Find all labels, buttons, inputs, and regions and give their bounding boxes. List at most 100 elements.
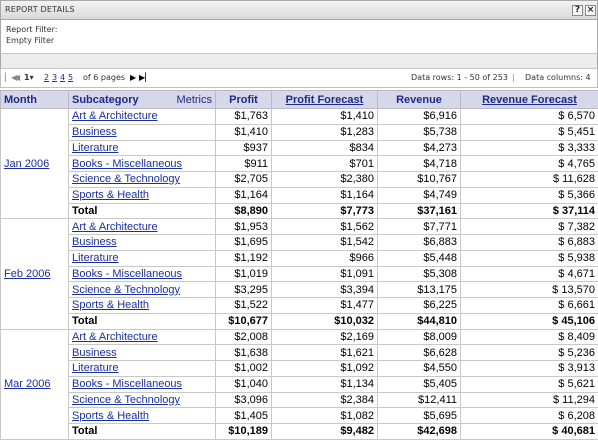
subcategory-link[interactable]: Science & Technology (72, 283, 181, 296)
revenue-forecast-cell: $ 40,681 (460, 423, 598, 440)
profit-cell: $10,677 (215, 312, 272, 330)
revenue-cell: $5,738 (377, 123, 461, 141)
revenue-forecast-cell: $ 37,114 (460, 202, 598, 220)
subcategory-link[interactable]: Art & Architecture (72, 330, 158, 343)
page-link-2[interactable]: 2 (44, 73, 50, 82)
profit-cell: $1,638 (215, 344, 272, 361)
page-link-3[interactable]: 3 (52, 73, 58, 82)
title-bar: REPORT DETAILS ? × (0, 0, 598, 20)
header-revenue-forecast-label: Revenue Forecast (482, 93, 577, 106)
header-subcategory[interactable]: Subcategory Metrics (68, 90, 216, 109)
page-link-5[interactable]: 5 (68, 73, 74, 82)
subcategory-link[interactable]: Sports & Health (72, 409, 150, 422)
first-page-icon[interactable]: ▏◀ (5, 73, 18, 82)
profit-cell: $1,405 (215, 407, 272, 424)
next-page-icon[interactable]: ▶ (130, 73, 137, 82)
revenue-forecast-cell: $ 6,570 (460, 108, 598, 125)
revenue-forecast-cell: $ 11,294 (460, 391, 598, 409)
profit-forecast-cell: $1,091 (271, 265, 378, 283)
revenue-cell: $37,161 (377, 202, 461, 220)
current-page[interactable]: 1▾ (24, 73, 34, 82)
subcategory-cell: Literature (68, 139, 216, 157)
revenue-forecast-cell: $ 5,938 (460, 249, 598, 267)
subcategory-link[interactable]: Literature (72, 141, 119, 154)
revenue-cell: $4,718 (377, 155, 461, 172)
month-cell[interactable]: Feb 2006 (0, 218, 69, 330)
subcategory-cell: Sports & Health (68, 407, 216, 424)
revenue-forecast-cell: $ 5,621 (460, 375, 598, 393)
table-row: Science & Technology $2,705 $2,380 $10,767 $… (1, 171, 598, 188)
header-revenue[interactable]: Revenue (377, 90, 461, 109)
subcategory-cell: Sports & Health (68, 297, 216, 314)
subcategory-cell: Science & Technology (68, 171, 216, 188)
revenue-forecast-cell: $ 8,409 (460, 328, 598, 346)
table-row: Literature $1,192 $966 $5,448 $ 5,938 (1, 249, 598, 267)
revenue-forecast-cell: $ 4,671 (460, 265, 598, 283)
table-row: Sports & Health $1,522 $1,477 $6,225 $ 6,661 (1, 297, 598, 314)
profit-cell: $1,019 (215, 265, 272, 283)
table-row: Literature $1,002 $1,092 $4,550 $ 3,913 (1, 360, 598, 377)
subcategory-link[interactable]: Art & Architecture (72, 110, 158, 123)
profit-forecast-cell: $1,542 (271, 234, 378, 251)
subcategory-cell: Business (68, 344, 216, 361)
header-metrics[interactable]: Metrics (176, 93, 212, 106)
profit-cell: $1,763 (215, 108, 272, 125)
subcategory-cell: Books - Miscellaneous (68, 155, 216, 172)
profit-forecast-cell: $1,621 (271, 344, 378, 361)
subcategory-link[interactable]: Sports & Health (72, 299, 150, 312)
profit-forecast-cell: $9,482 (271, 423, 378, 440)
table-row: Business $1,410 $1,283 $5,738 $ 5,451 (1, 123, 598, 141)
total-label: Total (68, 312, 216, 330)
month-cell[interactable]: Jan 2006 (0, 107, 69, 220)
subcategory-link[interactable]: Literature (72, 362, 119, 375)
last-page-icon[interactable]: ▶▏ (139, 73, 152, 82)
month-cell[interactable]: Mar 2006 (0, 328, 69, 440)
profit-forecast-cell: $1,477 (271, 297, 378, 314)
table-row: Sports & Health $1,164 $1,164 $4,749 $ 5,366 (1, 186, 598, 204)
revenue-forecast-cell: $ 45,106 (460, 312, 598, 330)
subcategory-link[interactable]: Books - Miscellaneous (72, 157, 183, 170)
profit-cell: $937 (215, 139, 272, 157)
report-filter-label: Report Filter: (6, 25, 58, 34)
subcategory-link[interactable]: Sports & Health (72, 189, 150, 202)
revenue-cell: $7,771 (377, 218, 461, 235)
profit-cell: $3,096 (215, 391, 272, 409)
table-row: Jan 2006 Art & Architecture $1,763 $1,410 $6… (0, 107, 598, 220)
subcategory-link[interactable]: Science & Technology (72, 173, 181, 186)
help-button[interactable]: ? (572, 5, 583, 16)
close-button[interactable]: × (585, 5, 596, 16)
profit-cell: $1,040 (215, 375, 272, 393)
profit-cell: $2,008 (215, 328, 272, 346)
subcategory-link[interactable]: Science & Technology (72, 393, 181, 406)
subcategory-cell: Business (68, 234, 216, 251)
header-profit[interactable]: Profit (215, 90, 272, 109)
revenue-forecast-cell: $ 3,333 (460, 139, 598, 157)
profit-forecast-cell: $3,394 (271, 281, 378, 298)
header-revenue-forecast[interactable]: Revenue Forecast (460, 90, 598, 109)
subcategory-link[interactable]: Literature (72, 252, 119, 265)
revenue-cell: $13,175 (377, 281, 461, 298)
revenue-forecast-cell: $ 6,208 (460, 407, 598, 424)
total-label: Total (68, 423, 216, 440)
table-row: Business $1,638 $1,621 $6,628 $ 5,236 (1, 344, 598, 361)
subcategory-link[interactable]: Art & Architecture (72, 220, 158, 233)
subcategory-link[interactable]: Business (72, 126, 117, 139)
table-row: Sports & Health $1,405 $1,082 $5,695 $ 6,208 (1, 407, 598, 424)
subcategory-link[interactable]: Books - Miscellaneous (72, 267, 183, 280)
profit-forecast-cell: $1,164 (271, 186, 378, 204)
table-row: Mar 2006 Art & Architecture $2,008 $2,169 $8… (0, 328, 598, 440)
subcategory-link[interactable]: Business (72, 236, 117, 249)
profit-forecast-cell: $7,773 (271, 202, 378, 220)
revenue-cell: $6,628 (377, 344, 461, 361)
total-row: Total $10,677 $10,032 $44,810 $ 45,106 (1, 312, 598, 330)
revenue-forecast-cell: $ 5,366 (460, 186, 598, 204)
subcategory-link[interactable]: Business (72, 346, 117, 359)
page-link-4[interactable]: 4 (60, 73, 66, 82)
total-label: Total (68, 202, 216, 220)
header-month[interactable]: Month (0, 90, 69, 109)
header-profit-forecast[interactable]: Profit Forecast (271, 90, 378, 109)
revenue-cell: $42,698 (377, 423, 461, 440)
subcategory-link[interactable]: Books - Miscellaneous (72, 378, 183, 391)
previous-page-icon[interactable]: ◀ (14, 73, 21, 82)
profit-cell: $2,705 (215, 171, 272, 188)
